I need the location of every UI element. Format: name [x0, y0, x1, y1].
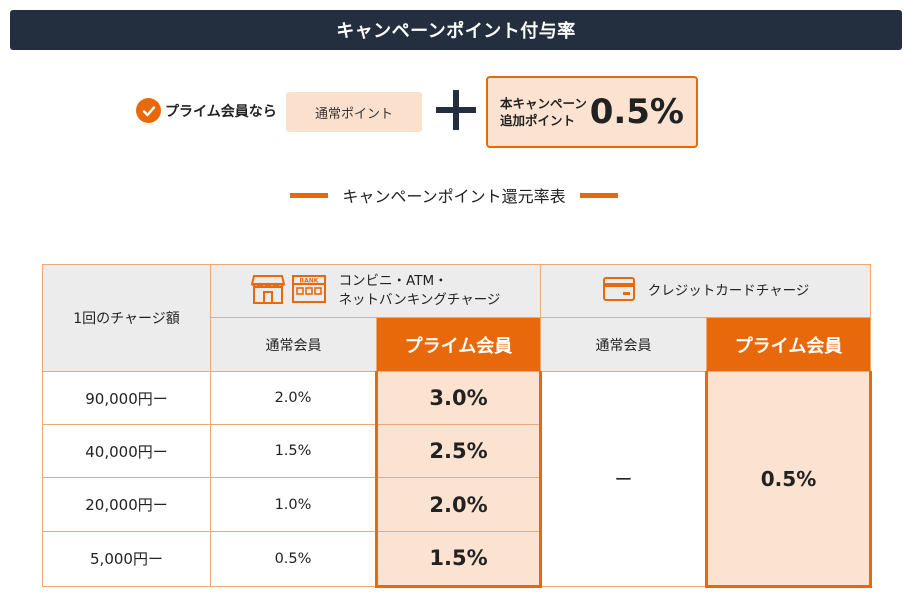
point-formula: プライム会員なら 通常ポイント 本キャンペーン 追加ポイント 0.5% [0, 76, 908, 150]
normal-points-box: 通常ポイント [286, 92, 422, 132]
credit-group-header: クレジットカードチャージ [539, 264, 872, 318]
prime-condition: プライム会員なら [136, 98, 277, 123]
bonus-label-line1: 本キャンペーン [500, 96, 587, 111]
bonus-points-label: 本キャンペーン 追加ポイント [500, 95, 587, 129]
check-icon [136, 98, 161, 123]
credit-prime-rate: 0.5% [704, 371, 873, 588]
normal-points-label: 通常ポイント [314, 106, 393, 122]
bonus-label-line2: 追加ポイント [500, 113, 576, 128]
prime-rate: 1.5% [375, 530, 542, 589]
page-title: キャンペーンポイント付与率 [336, 21, 576, 42]
title-bar: キャンペーンポイント付与率 [10, 10, 902, 50]
prime-rate: 3.0% [375, 370, 542, 426]
bonus-points-value: 0.5% [589, 92, 684, 132]
normal-member-header: 通常会員 [210, 317, 377, 372]
charge-amount: 40,000円ー [42, 424, 211, 479]
convenience-group-label: コンビニ・ATM・ ネットバンキングチャージ [339, 272, 501, 310]
table-row: 90,000円ー 2.0% 3.0% ー 0.5% [42, 370, 873, 588]
charge-amount: 20,000円ー [42, 477, 211, 532]
prime-condition-label: プライム会員なら [165, 103, 277, 120]
prime-member-header: プライム会員 [376, 317, 541, 372]
convenience-line1: コンビニ・ATM・ [338, 273, 448, 289]
charge-amount: 5,000円ー [42, 530, 211, 588]
rate-table: 1回のチャージ額 BANK [42, 264, 873, 589]
dash-left [290, 192, 329, 198]
table-subtitle: キャンペーンポイント還元率表 [0, 182, 908, 208]
normal-rate: 1.5% [210, 424, 377, 479]
prime-rate: 2.0% [375, 477, 542, 532]
table-row: 5,000円ー 0.5% 1.5% [42, 530, 871, 589]
table-row: 20,000円ー 1.0% 2.0% [42, 477, 871, 532]
charge-amount: 90,000円ー [42, 370, 211, 426]
normal-member-header: 通常会員 [540, 317, 707, 372]
normal-rate: 2.0% [210, 370, 377, 426]
prime-member-header: プライム会員 [705, 317, 872, 372]
plus-icon [436, 90, 476, 130]
subtitle-text: キャンペーンポイント還元率表 [342, 187, 566, 206]
convenience-line2: ネットバンキングチャージ [338, 292, 501, 308]
credit-group-label: クレジットカードチャージ [647, 282, 810, 299]
convenience-group-header: BANK コンビニ・ATM・ ネットバンキングチャージ [210, 264, 541, 318]
dash-right [579, 192, 618, 198]
credit-normal-rate: ー [540, 371, 707, 587]
normal-rate: 0.5% [210, 530, 377, 588]
bonus-points-box: 本キャンペーン 追加ポイント 0.5% [486, 76, 698, 148]
table-row: 40,000円ー 1.5% 2.5% [42, 424, 871, 479]
credit-card-icon [602, 276, 636, 306]
prime-rate: 2.5% [375, 424, 542, 479]
bank-icon: BANK [291, 274, 327, 308]
store-icon [250, 274, 285, 308]
bank-sign-text: BANK [299, 278, 318, 285]
charge-amount-header: 1回のチャージ額 [42, 264, 211, 372]
normal-rate: 1.0% [210, 477, 377, 532]
